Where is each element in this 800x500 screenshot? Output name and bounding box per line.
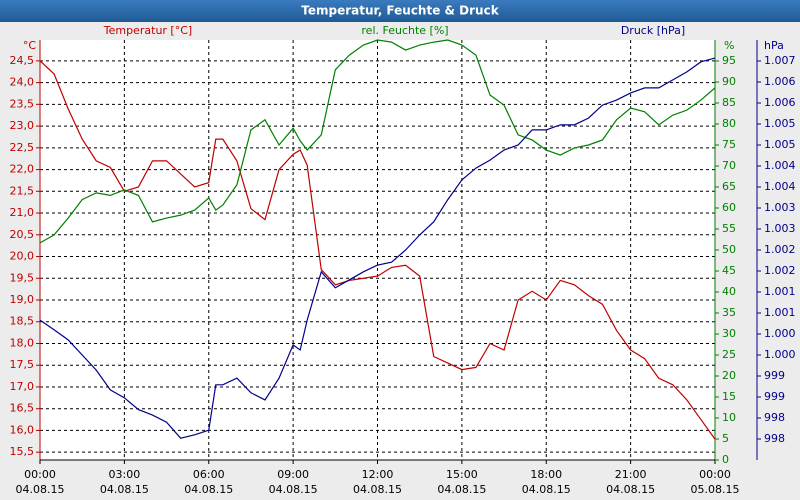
y-unit: °C — [23, 39, 37, 52]
x-tick-label: 15:00 — [446, 468, 478, 481]
y2-tick-label: 50 — [722, 243, 736, 256]
y2-tick-label: 45 — [722, 264, 736, 277]
y-tick-label: 22,5 — [10, 141, 35, 154]
y2-tick-label: 65 — [722, 180, 736, 193]
x-tick-label: 03:00 — [109, 468, 141, 481]
x-tick-date: 04.08.15 — [16, 483, 65, 496]
y2-tick-label: 60 — [722, 201, 736, 214]
x-tick-date: 04.08.15 — [437, 483, 486, 496]
y2-tick-label: 25 — [722, 348, 736, 361]
y-tick-label: 20,0 — [10, 250, 35, 263]
y3-tick-label: 1.003 — [764, 201, 796, 214]
y-tick-label: 21,5 — [10, 184, 35, 197]
x-tick-label: 00:00 — [699, 468, 731, 481]
y2-tick-label: 80 — [722, 117, 736, 130]
y-tick-label: 17,5 — [10, 358, 35, 371]
y-tick-label: 23,0 — [10, 119, 35, 132]
x-tick-date: 05.08.15 — [691, 483, 740, 496]
y3-tick-label: 999 — [764, 390, 785, 403]
y3-tick-label: 1.005 — [764, 117, 796, 130]
y3-tick-label: 1.002 — [764, 243, 796, 256]
y3-tick-label: 1.007 — [764, 54, 796, 67]
y2-tick-label: 30 — [722, 327, 736, 340]
y3-tick-label: 1.002 — [764, 264, 796, 277]
y-axis-title: Temperatur [°C] — [103, 24, 192, 37]
y2-tick-label: 75 — [722, 138, 736, 151]
x-tick-label: 06:00 — [193, 468, 225, 481]
y2-unit: % — [724, 39, 734, 52]
y3-axis-title: Druck [hPa] — [621, 24, 685, 37]
x-tick-label: 00:00 — [24, 468, 56, 481]
chart-title: Temperatur, Feuchte & Druck — [301, 4, 499, 18]
y2-tick-label: 5 — [722, 432, 729, 445]
y3-tick-label: 1.000 — [764, 327, 796, 340]
y-tick-label: 21,0 — [10, 206, 35, 219]
y2-tick-label: 70 — [722, 159, 736, 172]
y2-tick-label: 35 — [722, 306, 736, 319]
y3-tick-label: 1.003 — [764, 222, 796, 235]
y3-tick-label: 1.004 — [764, 159, 796, 172]
x-tick-label: 09:00 — [277, 468, 309, 481]
y2-tick-label: 90 — [722, 75, 736, 88]
x-tick-date: 04.08.15 — [353, 483, 402, 496]
x-tick-date: 04.08.15 — [100, 483, 149, 496]
y3-tick-label: 1.006 — [764, 75, 796, 88]
y-tick-label: 18,0 — [10, 336, 35, 349]
y-tick-label: 20,5 — [10, 228, 35, 241]
y3-tick-label: 998 — [764, 432, 785, 445]
y2-tick-label: 15 — [722, 390, 736, 403]
y2-tick-label: 95 — [722, 54, 736, 67]
title-bar — [0, 0, 800, 22]
y3-tick-label: 1.000 — [764, 348, 796, 361]
y2-tick-label: 0 — [722, 453, 729, 466]
data-line — [39, 39, 716, 244]
y3-tick-label: 1.001 — [764, 285, 796, 298]
y3-tick-label: 1.001 — [764, 306, 796, 319]
y3-tick-label: 998 — [764, 411, 785, 424]
y-tick-label: 19,0 — [10, 293, 35, 306]
y3-tick-label: 1.005 — [764, 138, 796, 151]
y2-tick-label: 85 — [722, 96, 736, 109]
y2-tick-label: 40 — [722, 285, 736, 298]
y3-tick-label: 1.004 — [764, 180, 796, 193]
data-line — [39, 60, 716, 440]
y2-tick-label: 20 — [722, 369, 736, 382]
x-tick-date: 04.08.15 — [606, 483, 655, 496]
y-tick-label: 24,0 — [10, 76, 35, 89]
y-tick-label: 24,5 — [10, 54, 35, 67]
y3-unit: hPa — [764, 39, 784, 52]
y-tick-label: 22,0 — [10, 163, 35, 176]
x-tick-label: 21:00 — [615, 468, 647, 481]
y-tick-label: 15,5 — [10, 445, 35, 458]
y2-tick-label: 10 — [722, 411, 736, 424]
y-tick-label: 16,5 — [10, 402, 35, 415]
x-tick-label: 12:00 — [362, 468, 394, 481]
data-line — [39, 57, 716, 439]
y-tick-label: 19,5 — [10, 271, 35, 284]
y-tick-label: 16,0 — [10, 423, 35, 436]
y2-axis-title: rel. Feuchte [%] — [361, 24, 448, 37]
y2-tick-label: 55 — [722, 222, 736, 235]
x-tick-date: 04.08.15 — [184, 483, 233, 496]
y-tick-label: 18,5 — [10, 315, 35, 328]
y3-tick-label: 999 — [764, 369, 785, 382]
y-tick-label: 23,5 — [10, 97, 35, 110]
x-tick-date: 04.08.15 — [522, 483, 571, 496]
x-tick-date: 04.08.15 — [269, 483, 318, 496]
x-tick-label: 18:00 — [530, 468, 562, 481]
y3-tick-label: 1.006 — [764, 96, 796, 109]
y-tick-label: 17,0 — [10, 380, 35, 393]
